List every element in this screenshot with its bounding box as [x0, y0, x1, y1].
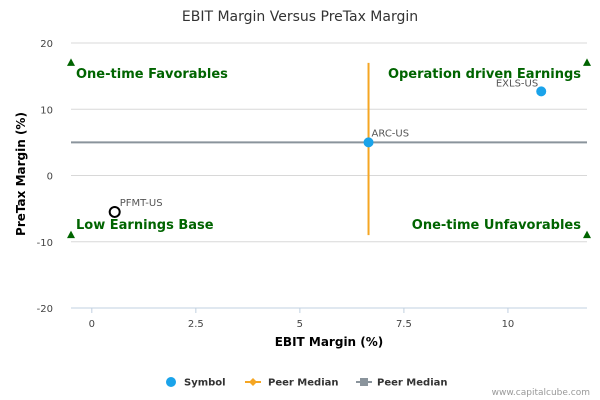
legend-label-peer-median-y: Peer Median [377, 378, 448, 389]
data-point [363, 137, 374, 148]
legend-item-symbol[interactable]: Symbol [166, 377, 226, 389]
point-label: ARC-US [372, 128, 410, 139]
legend-diamond-icon [249, 378, 257, 386]
quadrant-marker-triangle-icon [583, 230, 591, 239]
quadrant-marker-triangle-icon [583, 58, 591, 66]
x-axis-ticks: 0 2.5 5 7.5 10 [89, 308, 515, 330]
y-tick-label: 0 [47, 172, 53, 183]
x-tick-label: 10 [502, 319, 515, 330]
y-tick-label: 20 [40, 39, 53, 50]
y-tick-label: -10 [37, 238, 53, 249]
y-tick-label: -20 [37, 304, 53, 315]
quadrant-marker-triangle-icon [67, 230, 75, 239]
x-tick-label: 2.5 [188, 319, 204, 330]
chart-title: EBIT Margin Versus PreTax Margin [182, 9, 418, 25]
quadrant-label-top-right: Operation driven Earnings [388, 67, 581, 82]
grid-lines [71, 42, 587, 309]
y-axis-ticks: 20 10 0 -10 -20 [37, 39, 53, 315]
quadrant-label-bottom-left: Low Earnings Base [76, 218, 214, 233]
credit-text[interactable]: www.capitalcube.com [492, 388, 590, 398]
legend[interactable]: Symbol Peer Median Peer Median [166, 377, 448, 389]
quadrant-label-top-left: One-time Favorables [76, 67, 228, 82]
peer-median-lines [71, 62, 587, 236]
x-axis-title: EBIT Margin (%) [275, 335, 384, 349]
legend-item-peer-median-x[interactable]: Peer Median [245, 378, 339, 389]
quadrant-label-bottom-right: One-time Unfavorables [412, 218, 581, 233]
legend-item-peer-median-y[interactable]: Peer Median [356, 378, 448, 389]
y-axis-title: PreTax Margin (%) [14, 112, 28, 236]
legend-label-symbol: Symbol [184, 378, 226, 389]
x-tick-label: 0 [89, 319, 95, 330]
legend-square-icon [360, 378, 368, 386]
data-point [108, 205, 121, 218]
quadrant-marker-triangle-icon [67, 58, 75, 66]
y-tick-label: 10 [40, 105, 53, 116]
point-label: EXLS-US [496, 78, 538, 89]
legend-label-peer-median-x: Peer Median [268, 378, 339, 389]
quadrant-markers [67, 58, 591, 239]
data-point [536, 86, 547, 97]
point-label: PFMT-US [120, 198, 163, 209]
data-points: EXLS-US ARC-US PFMT-US [108, 78, 547, 218]
legend-symbol-icon [166, 377, 176, 387]
x-tick-label: 5 [297, 319, 303, 330]
x-tick-label: 7.5 [396, 319, 412, 330]
